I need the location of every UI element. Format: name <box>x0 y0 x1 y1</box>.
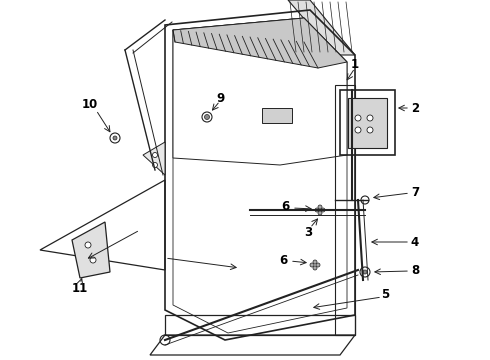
Circle shape <box>361 196 369 204</box>
Polygon shape <box>288 0 355 55</box>
Text: 2: 2 <box>411 102 419 114</box>
Circle shape <box>315 208 319 212</box>
Polygon shape <box>72 222 110 278</box>
Polygon shape <box>143 142 165 175</box>
Circle shape <box>316 263 320 267</box>
Circle shape <box>313 266 317 270</box>
Text: 8: 8 <box>411 264 419 276</box>
Circle shape <box>318 211 322 215</box>
Circle shape <box>367 115 373 121</box>
Circle shape <box>310 263 314 267</box>
Polygon shape <box>348 98 387 148</box>
Circle shape <box>85 242 91 248</box>
Circle shape <box>367 127 373 133</box>
Text: 1: 1 <box>351 58 359 72</box>
Circle shape <box>321 208 325 212</box>
Text: 11: 11 <box>72 282 88 294</box>
Circle shape <box>313 260 317 264</box>
Text: 9: 9 <box>216 91 224 104</box>
Circle shape <box>90 257 96 263</box>
Circle shape <box>355 115 361 121</box>
Text: 6: 6 <box>281 201 289 213</box>
Circle shape <box>318 205 322 209</box>
Polygon shape <box>262 108 292 123</box>
Circle shape <box>152 162 157 167</box>
Text: 10: 10 <box>82 99 98 112</box>
Text: 5: 5 <box>381 288 389 302</box>
Text: 7: 7 <box>411 185 419 198</box>
Polygon shape <box>173 18 347 68</box>
Circle shape <box>204 114 210 120</box>
Circle shape <box>160 335 170 345</box>
Circle shape <box>152 153 157 158</box>
Circle shape <box>355 127 361 133</box>
Circle shape <box>110 133 120 143</box>
Circle shape <box>360 267 370 277</box>
Circle shape <box>113 136 117 140</box>
Circle shape <box>202 112 212 122</box>
Text: 3: 3 <box>304 225 312 238</box>
Circle shape <box>363 270 367 274</box>
Text: 6: 6 <box>279 253 287 266</box>
Bar <box>335 85 355 335</box>
Text: 4: 4 <box>411 235 419 248</box>
Polygon shape <box>173 18 347 165</box>
